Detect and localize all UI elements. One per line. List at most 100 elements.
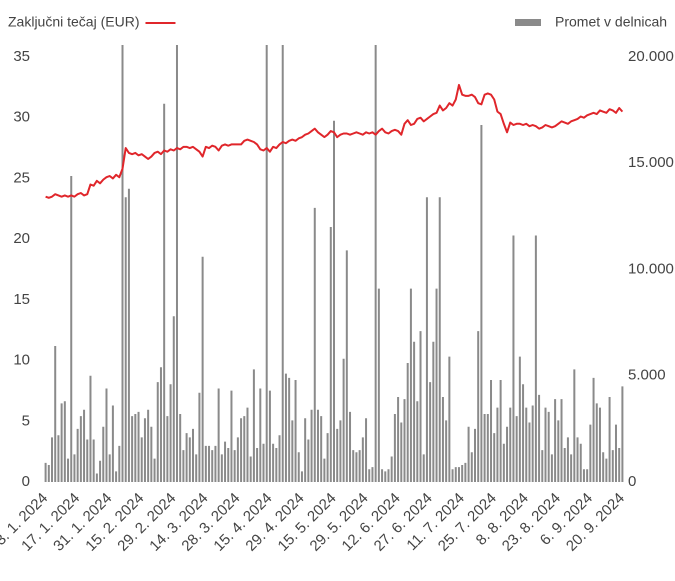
volume-bar bbox=[333, 120, 335, 482]
volume-bar bbox=[554, 399, 557, 482]
volume-bar bbox=[220, 454, 223, 482]
volume-bar bbox=[67, 458, 70, 482]
volume-bar bbox=[83, 409, 86, 482]
volume-bar bbox=[89, 375, 92, 482]
volume-bar bbox=[47, 465, 50, 482]
volume-bar bbox=[445, 420, 448, 482]
volume-bar bbox=[230, 390, 233, 482]
volume-bar bbox=[387, 469, 390, 482]
volume-bar bbox=[224, 441, 227, 482]
y2-tick-label: 15.000 bbox=[628, 154, 674, 171]
volume-bar bbox=[560, 399, 563, 482]
volume-bar bbox=[294, 380, 297, 482]
volume-bar bbox=[448, 356, 451, 482]
plot-area bbox=[44, 45, 624, 482]
volume-bar bbox=[169, 384, 172, 482]
volume-bar bbox=[188, 437, 191, 482]
volume-bar bbox=[454, 467, 457, 482]
volume-bar bbox=[76, 428, 79, 482]
volume-bar bbox=[438, 197, 441, 482]
volume-bar bbox=[256, 448, 259, 482]
volume-bar bbox=[413, 341, 416, 482]
volume-bar bbox=[86, 439, 89, 482]
volume-bar bbox=[563, 448, 566, 482]
volume-bar bbox=[131, 416, 134, 482]
volume-bar bbox=[118, 445, 121, 482]
volume-bar bbox=[592, 377, 595, 482]
volume-bar bbox=[602, 452, 605, 482]
volume-bar bbox=[198, 392, 201, 482]
volume-bar bbox=[284, 373, 287, 482]
volume-bar bbox=[172, 316, 175, 482]
volume-bar bbox=[153, 458, 156, 482]
legend-label: Promet v delnicah bbox=[555, 14, 667, 30]
volume-bar bbox=[614, 424, 617, 482]
volume-bar bbox=[211, 450, 214, 482]
volume-bar bbox=[252, 369, 255, 482]
volume-bar bbox=[214, 445, 217, 482]
volume-bar bbox=[397, 397, 400, 482]
volume-bar bbox=[297, 452, 300, 482]
volume-bar bbox=[240, 418, 243, 482]
y-tick-label: 30 bbox=[13, 109, 30, 126]
volume-bar bbox=[390, 456, 393, 482]
legend-label: Zaključni tečaj (EUR) bbox=[8, 14, 139, 30]
volume-bar bbox=[300, 471, 303, 482]
volume-bar bbox=[515, 416, 518, 482]
volume-bar bbox=[566, 437, 569, 482]
volume-bar bbox=[477, 331, 480, 482]
volume-bar bbox=[342, 358, 345, 482]
volume-bar bbox=[275, 448, 278, 482]
volume-bar bbox=[467, 426, 470, 482]
volume-bar bbox=[137, 411, 140, 482]
y2-tick-label: 10.000 bbox=[628, 260, 674, 277]
volume-bar bbox=[166, 416, 169, 482]
volume-bar bbox=[259, 388, 262, 482]
volume-bar bbox=[108, 454, 111, 482]
volume-bar bbox=[272, 443, 275, 482]
volume-bar bbox=[570, 454, 573, 482]
volume-bar bbox=[349, 411, 352, 482]
volume-bar bbox=[246, 407, 249, 482]
y-tick-label: 0 bbox=[22, 473, 30, 490]
y-tick-label: 25 bbox=[13, 169, 30, 186]
volume-bar bbox=[557, 420, 560, 482]
volume-bar bbox=[140, 437, 143, 482]
volume-bar bbox=[538, 394, 541, 482]
volume-bar bbox=[236, 437, 239, 482]
volume-bar bbox=[416, 401, 419, 482]
volume-bar bbox=[483, 414, 486, 482]
volume-bar bbox=[326, 433, 329, 482]
volume-bar bbox=[278, 435, 281, 482]
volume-bar bbox=[403, 399, 406, 482]
volume-bar bbox=[422, 454, 425, 482]
volume-bar bbox=[345, 250, 348, 482]
volume-bar bbox=[441, 397, 444, 482]
volume-bar bbox=[486, 414, 489, 482]
volume-bar bbox=[265, 45, 268, 482]
volume-bar bbox=[429, 382, 432, 482]
volume-bar bbox=[531, 405, 534, 482]
volume-bar bbox=[249, 456, 252, 482]
volume-bar bbox=[339, 420, 342, 482]
volume-bar bbox=[595, 403, 598, 482]
volume-bar bbox=[336, 428, 339, 482]
volume-bar bbox=[227, 448, 230, 482]
price-line bbox=[45, 83, 624, 199]
volume-bar bbox=[281, 45, 284, 482]
volume-bar bbox=[195, 454, 198, 482]
volume-bar bbox=[393, 414, 396, 482]
volume-bar bbox=[204, 445, 207, 482]
volume-bar bbox=[582, 469, 585, 482]
volume-bar bbox=[499, 380, 502, 482]
volume-bar bbox=[512, 235, 515, 482]
y-tick-label: 5 bbox=[22, 412, 30, 429]
volume-bar bbox=[618, 448, 621, 482]
volume-bar bbox=[544, 407, 547, 482]
volume-bar bbox=[313, 207, 316, 482]
y-tick-label: 10 bbox=[13, 352, 30, 369]
volume-bar bbox=[374, 45, 377, 482]
volume-bar bbox=[598, 407, 601, 482]
volume-bar bbox=[525, 407, 528, 482]
volume-bar bbox=[381, 469, 384, 482]
